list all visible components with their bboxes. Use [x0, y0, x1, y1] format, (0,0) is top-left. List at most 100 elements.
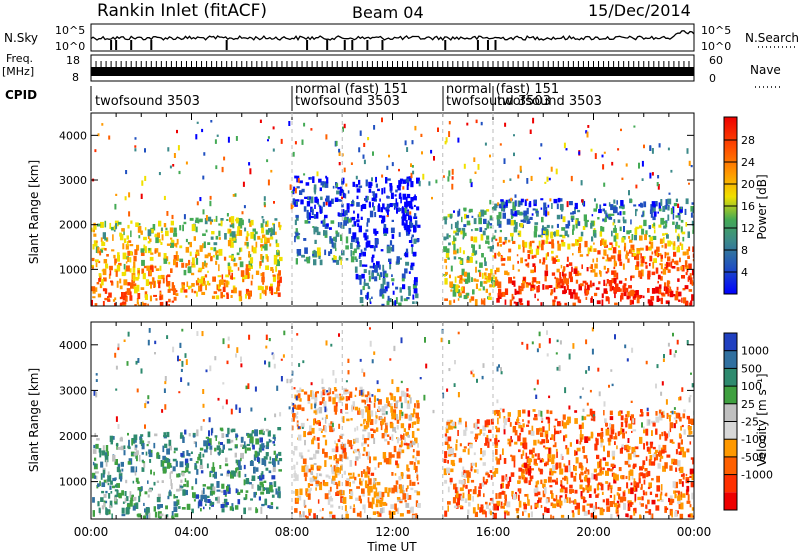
data-cell: [476, 494, 479, 498]
data-cell: [522, 450, 525, 456]
data-cell: [380, 508, 384, 514]
data-cell: [457, 498, 460, 506]
data-cell: [597, 432, 601, 437]
data-cell: [274, 438, 276, 441]
data-cell: [174, 288, 177, 293]
data-cell: [408, 215, 412, 221]
data-cell: [671, 410, 674, 415]
data-cell: [301, 188, 305, 193]
data-cell: [522, 419, 524, 422]
data-cell: [537, 234, 542, 238]
data-cell: [565, 224, 570, 229]
data-cell: [671, 258, 674, 263]
data-cell: [548, 456, 551, 459]
data-cell: [243, 205, 246, 209]
data-cell: [154, 511, 158, 518]
data-cell: [339, 489, 343, 496]
data-cell: [571, 266, 573, 272]
data-cell: [144, 227, 147, 231]
data-cell: [230, 470, 234, 475]
data-cell: [649, 172, 652, 179]
data-cell: [335, 140, 338, 146]
data-cell: [342, 447, 347, 454]
data-cell: [606, 279, 609, 284]
data-cell: [337, 439, 341, 443]
data-cell: [144, 246, 147, 254]
data-cell: [626, 449, 630, 453]
data-cell: [121, 507, 125, 514]
data-cell: [495, 280, 499, 286]
data-cell: [331, 422, 334, 428]
data-cell: [238, 407, 241, 413]
data-cell: [525, 263, 529, 266]
y-tick-label: 1000: [59, 263, 87, 276]
data-cell: [510, 197, 513, 202]
data-cell: [646, 446, 650, 452]
data-cell: [678, 503, 683, 510]
data-cell: [272, 275, 276, 282]
data-cell: [235, 404, 238, 410]
data-cell: [648, 299, 653, 306]
data-cell: [362, 493, 365, 497]
data-cell: [423, 394, 426, 401]
data-cell: [221, 508, 225, 513]
data-cell: [592, 282, 595, 287]
data-cell: [453, 243, 456, 251]
data-cell: [589, 245, 593, 252]
data-cell: [278, 451, 282, 456]
data-cell: [583, 214, 587, 222]
data-cell: [638, 473, 641, 479]
data-cell: [214, 356, 217, 361]
data-cell: [292, 151, 295, 157]
data-cell: [630, 414, 634, 419]
data-cell: [453, 284, 457, 291]
data-cell: [587, 284, 590, 291]
data-cell: [542, 225, 544, 232]
data-cell: [667, 214, 670, 221]
data-cell: [213, 291, 218, 294]
data-cell: [444, 258, 447, 263]
data-cell: [371, 256, 374, 263]
data-cell: [636, 251, 641, 254]
data-cell: [671, 266, 676, 269]
data-cell: [522, 246, 525, 253]
data-cell: [317, 442, 320, 450]
data-cell: [369, 419, 374, 425]
data-cell: [374, 264, 378, 272]
data-cell: [159, 291, 162, 295]
data-cell: [297, 178, 300, 183]
data-cell: [406, 211, 409, 215]
data-cell: [100, 221, 104, 228]
data-cell: [209, 365, 212, 372]
data-cell: [243, 507, 246, 515]
data-cell: [605, 212, 608, 219]
data-cell: [656, 295, 660, 302]
colorbar-block: [724, 333, 737, 351]
data-cell: [522, 423, 525, 428]
data-cell: [406, 209, 410, 212]
data-cell: [403, 298, 408, 302]
data-cell: [666, 280, 670, 288]
data-cell: [447, 505, 449, 512]
data-cell: [559, 500, 563, 506]
data-cell: [641, 496, 644, 501]
data-cell: [596, 257, 598, 263]
data-cell: [501, 482, 504, 489]
data-cell: [476, 419, 480, 424]
data-cell: [153, 281, 156, 288]
data-cell: [530, 284, 535, 288]
data-cell: [92, 296, 96, 299]
data-cell: [375, 193, 378, 198]
data-cell: [452, 454, 455, 457]
data-cell: [473, 423, 476, 428]
data-cell: [447, 257, 450, 260]
data-cell: [127, 224, 130, 229]
data-cell: [513, 226, 516, 233]
data-cell: [149, 228, 154, 233]
data-cell: [411, 421, 414, 428]
data-cell: [105, 511, 109, 515]
data-cell: [329, 227, 332, 230]
data-cell: [633, 204, 637, 207]
data-cell: [416, 400, 420, 403]
